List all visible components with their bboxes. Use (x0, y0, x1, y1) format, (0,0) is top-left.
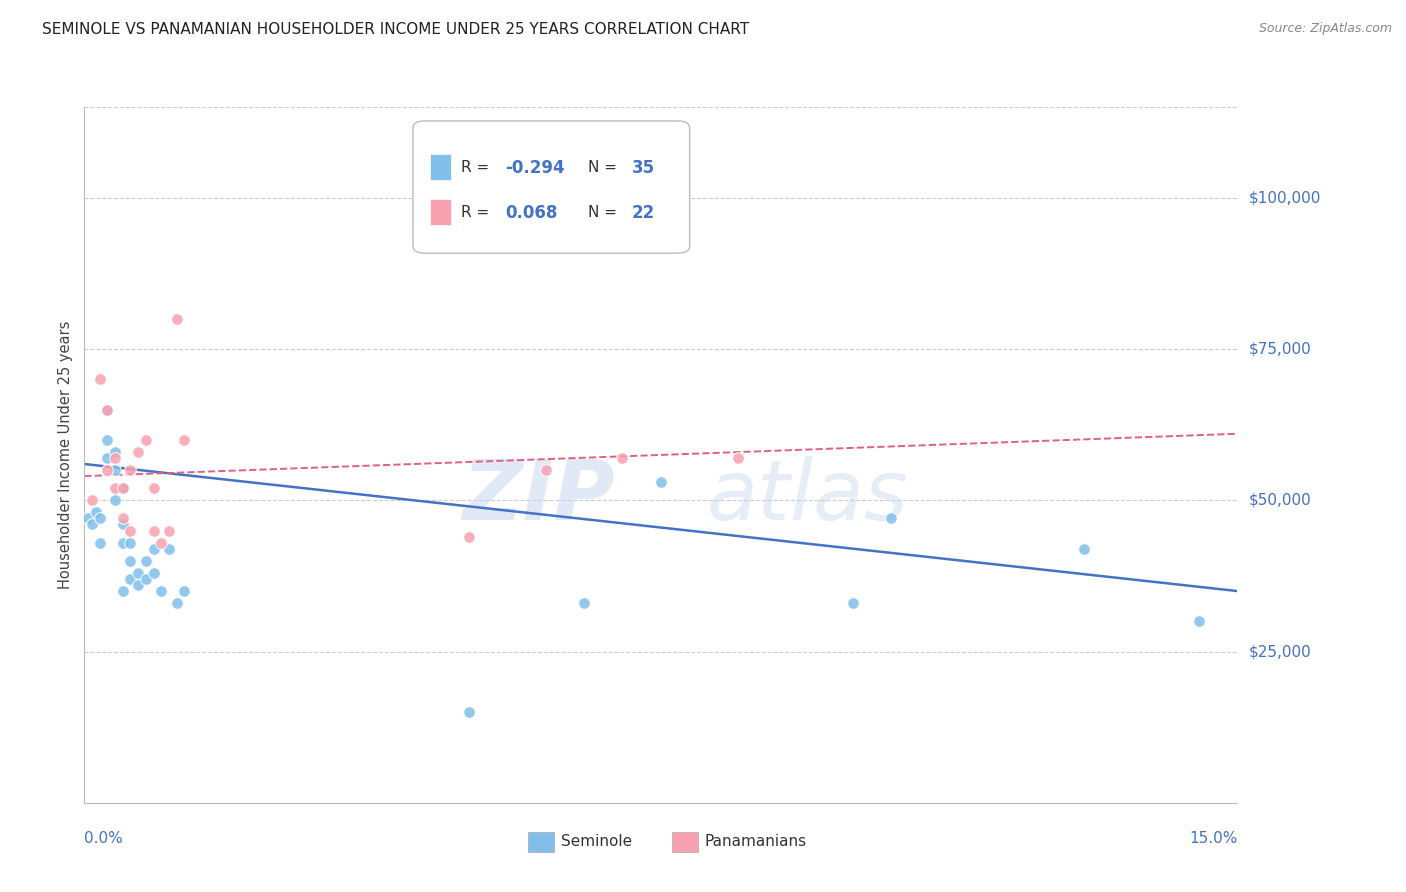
Text: 15.0%: 15.0% (1189, 830, 1237, 846)
Text: N =: N = (588, 205, 621, 220)
Text: $50,000: $50,000 (1249, 492, 1312, 508)
Seminole (120, 535, 142, 549)
Panamanians (173, 433, 195, 447)
Seminole (111, 584, 134, 599)
Seminole (111, 481, 134, 495)
Seminole (104, 445, 127, 459)
Panamanians (96, 402, 118, 417)
Seminole (135, 572, 157, 586)
Seminole (157, 541, 180, 556)
Seminole (77, 511, 100, 525)
Y-axis label: Householder Income Under 25 years: Householder Income Under 25 years (58, 321, 73, 589)
Panamanians (157, 524, 180, 538)
Text: 35: 35 (633, 159, 655, 177)
Panamanians (104, 481, 127, 495)
Seminole (880, 511, 903, 525)
Panamanians (534, 463, 557, 477)
Text: SEMINOLE VS PANAMANIAN HOUSEHOLDER INCOME UNDER 25 YEARS CORRELATION CHART: SEMINOLE VS PANAMANIAN HOUSEHOLDER INCOM… (42, 22, 749, 37)
Seminole (104, 463, 127, 477)
Text: $75,000: $75,000 (1249, 342, 1312, 357)
Seminole (1073, 541, 1095, 556)
Seminole (111, 535, 134, 549)
Seminole (96, 402, 118, 417)
Seminole (111, 517, 134, 532)
FancyBboxPatch shape (430, 199, 451, 226)
Seminole (572, 596, 595, 610)
Panamanians (166, 311, 188, 326)
Panamanians (104, 450, 127, 465)
Seminole (142, 541, 165, 556)
Seminole (89, 535, 111, 549)
Text: 22: 22 (633, 203, 655, 222)
Seminole (173, 584, 195, 599)
Text: $25,000: $25,000 (1249, 644, 1312, 659)
FancyBboxPatch shape (413, 121, 689, 253)
Text: N =: N = (588, 160, 621, 175)
Seminole (166, 596, 188, 610)
Panamanians (111, 511, 134, 525)
Panamanians (150, 535, 173, 549)
Seminole (96, 450, 118, 465)
FancyBboxPatch shape (430, 153, 451, 180)
Panamanians (96, 463, 118, 477)
Panamanians (727, 450, 749, 465)
Seminole (127, 578, 149, 592)
Text: ZIP: ZIP (463, 456, 614, 537)
Seminole (84, 505, 107, 519)
Seminole (96, 433, 118, 447)
FancyBboxPatch shape (529, 832, 554, 852)
Seminole (104, 493, 127, 508)
Panamanians (612, 450, 634, 465)
Seminole (650, 475, 672, 490)
Text: Seminole: Seminole (561, 834, 631, 849)
Seminole (127, 566, 149, 580)
Text: R =: R = (461, 205, 495, 220)
Panamanians (80, 493, 103, 508)
Text: R =: R = (461, 160, 495, 175)
Panamanians (89, 372, 111, 386)
Text: Panamanians: Panamanians (704, 834, 807, 849)
Panamanians (111, 481, 134, 495)
Text: $100,000: $100,000 (1249, 190, 1320, 205)
Panamanians (142, 524, 165, 538)
Seminole (80, 517, 103, 532)
Seminole (842, 596, 865, 610)
Panamanians (120, 524, 142, 538)
Panamanians (127, 445, 149, 459)
Text: 0.0%: 0.0% (84, 830, 124, 846)
Text: 0.068: 0.068 (505, 203, 558, 222)
Text: atlas: atlas (707, 456, 908, 537)
Panamanians (135, 433, 157, 447)
Seminole (120, 554, 142, 568)
Seminole (135, 554, 157, 568)
Seminole (120, 572, 142, 586)
Text: -0.294: -0.294 (505, 159, 565, 177)
Seminole (1188, 615, 1211, 629)
Panamanians (457, 530, 479, 544)
Seminole (150, 584, 173, 599)
Seminole (142, 566, 165, 580)
Seminole (89, 511, 111, 525)
Panamanians (142, 481, 165, 495)
Seminole (457, 705, 479, 719)
Text: Source: ZipAtlas.com: Source: ZipAtlas.com (1258, 22, 1392, 36)
Panamanians (120, 463, 142, 477)
FancyBboxPatch shape (672, 832, 697, 852)
